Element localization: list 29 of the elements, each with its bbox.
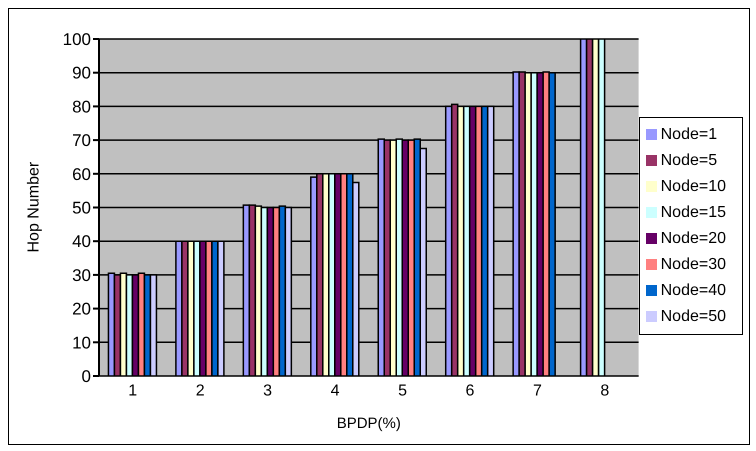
y-axis-title: Hop Number xyxy=(26,161,43,252)
y-tick-label: 0 xyxy=(82,367,91,386)
y-tick-label: 90 xyxy=(72,64,91,83)
x-tick-label: 5 xyxy=(398,382,408,400)
y-tick-label: 100 xyxy=(62,30,91,50)
x-tick-label: 3 xyxy=(263,382,272,400)
y-tick-label: 10 xyxy=(72,333,91,352)
y-tick-label: 80 xyxy=(72,97,91,116)
x-tick-label: 4 xyxy=(330,382,340,400)
legend-label: Node=5 xyxy=(660,152,718,168)
legend-label: Node=1 xyxy=(660,126,718,142)
legend-label: Node=20 xyxy=(660,230,726,246)
legend-label: Node=30 xyxy=(660,256,726,272)
y-tick-label: 70 xyxy=(72,131,91,150)
y-tick-label: 40 xyxy=(72,232,91,252)
y-tick-label: 30 xyxy=(72,266,91,285)
x-tick-label: 7 xyxy=(532,382,542,400)
y-tick-label: 60 xyxy=(72,164,91,184)
x-axis-title: BPDP(%) xyxy=(336,415,401,432)
legend-label: Node=40 xyxy=(660,282,726,298)
x-tick-label: 2 xyxy=(196,382,205,400)
x-tick-label: 8 xyxy=(600,382,610,400)
y-tick-label: 50 xyxy=(72,198,91,218)
legend-label: Node=50 xyxy=(660,308,726,324)
legend-label: Node=10 xyxy=(660,178,726,194)
y-tick-label: 20 xyxy=(72,300,91,319)
x-tick-label: 1 xyxy=(128,382,138,400)
legend-label: Node=15 xyxy=(660,204,726,220)
x-tick-label: 6 xyxy=(466,382,475,400)
